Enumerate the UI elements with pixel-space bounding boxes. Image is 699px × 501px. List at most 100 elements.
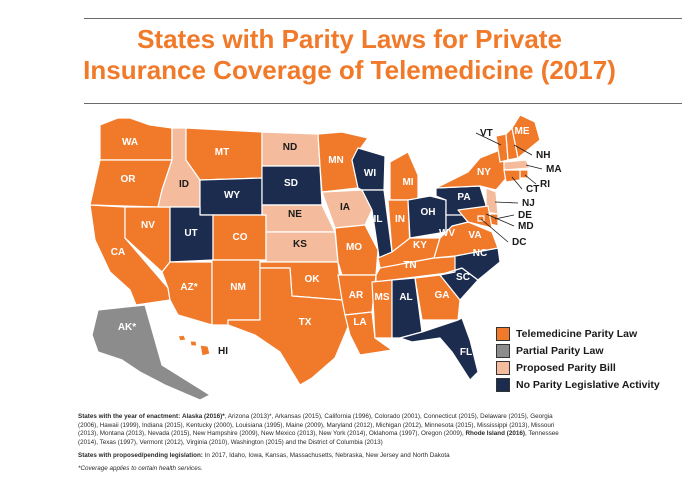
title-line-1: States with Parity Laws for Private xyxy=(137,24,562,54)
state-label-me: ME xyxy=(515,126,530,137)
state-label-mo: MO xyxy=(346,242,362,253)
state-ak xyxy=(91,304,211,401)
state-label-nh: NH xyxy=(536,150,550,161)
proposed-note: States with proposed/pending legislation… xyxy=(78,452,573,461)
state-ma xyxy=(503,159,531,171)
proposed-heading: States with proposed/pending legislation… xyxy=(78,451,203,459)
state-label-tn: TN xyxy=(403,260,416,271)
enactment-ri: Rhode Island (2016) xyxy=(465,430,525,438)
state-label-mt: MT xyxy=(215,147,229,158)
state-label-vt: VT xyxy=(480,128,493,139)
state-label-nj: NJ xyxy=(522,198,535,209)
legend-label-partial: Partial Parity Law xyxy=(516,344,604,357)
map-title: States with Parity Laws for Private Insu… xyxy=(0,24,699,86)
state-label-ma: MA xyxy=(546,164,562,175)
state-label-ms: MS xyxy=(375,292,390,303)
state-label-ok: OK xyxy=(305,274,321,285)
state-label-al: AL xyxy=(399,292,412,303)
state-label-oh: OH xyxy=(421,207,436,218)
enactment-note: States with the year of enactment: Alask… xyxy=(78,413,573,448)
state-mi xyxy=(389,151,419,201)
leader-line-ct xyxy=(511,176,523,190)
legend-item-none: No Parity Legislative Activity xyxy=(496,376,660,393)
state-label-ri: RI xyxy=(540,179,550,190)
state-label-wv: WV xyxy=(439,228,455,239)
legend-swatch-none xyxy=(496,377,510,392)
legend-item-proposed: Proposed Parity Bill xyxy=(496,359,660,376)
enactment-heading: States with the year of enactment: xyxy=(78,413,181,420)
title-rule-bottom xyxy=(84,103,682,104)
state-label-mi: MI xyxy=(402,177,413,188)
state-label-ky: KY xyxy=(413,240,427,251)
leader-line-nh xyxy=(513,144,533,156)
leader-line-dc xyxy=(480,218,509,243)
leader-line-de xyxy=(494,214,515,220)
state-label-va: VA xyxy=(468,230,481,241)
leader-line-ri xyxy=(524,174,537,185)
legend-swatch-proposed xyxy=(496,360,510,375)
state-label-nd: ND xyxy=(283,142,297,153)
leader-line-vt xyxy=(475,132,502,146)
state-label-fl: FL xyxy=(460,347,472,358)
state-label-dc: DC xyxy=(512,237,526,248)
leader-line-md xyxy=(485,213,515,227)
state-label-ar: AR xyxy=(349,290,364,301)
proposed-text: In 2017, Idaho, Iowa, Kansas, Massachuse… xyxy=(202,451,450,459)
state-label-ca: CA xyxy=(111,247,125,258)
state-label-mn: MN xyxy=(328,155,344,166)
state-label-nv: NV xyxy=(141,220,155,231)
state-ms xyxy=(371,279,393,339)
state-label-ia: IA xyxy=(340,202,350,213)
legend-swatch-parity xyxy=(496,326,510,341)
legend-item-partial: Partial Parity Law xyxy=(496,342,660,359)
state-label-ct: CT xyxy=(526,184,539,195)
state-label-in: IN xyxy=(395,214,405,225)
state-dc xyxy=(477,215,485,222)
state-label-ga: GA xyxy=(435,290,450,301)
state-label-id: ID xyxy=(179,179,189,190)
notes: States with the year of enactment: Alask… xyxy=(78,413,573,477)
legend-label-proposed: Proposed Parity Bill xyxy=(516,361,616,374)
state-label-tx: TX xyxy=(299,317,312,328)
state-la xyxy=(344,311,393,356)
legend-swatch-partial xyxy=(496,343,510,358)
leader-line-ma xyxy=(525,164,543,170)
title-line-2: Insurance Coverage of Telemedicine (2017… xyxy=(83,55,616,85)
legend: Telemedicine Parity Law Partial Parity L… xyxy=(496,325,660,393)
state-label-la: LA xyxy=(353,317,366,328)
state-label-wy: WY xyxy=(224,190,240,201)
title-rule-top xyxy=(84,18,682,19)
state-label-ny: NY xyxy=(477,167,491,178)
enactment-tail: , Tennessee (2014), Texas (1997), Vermon… xyxy=(78,430,559,447)
state-label-pa: PA xyxy=(457,192,470,203)
state-label-wi: WI xyxy=(364,168,376,179)
state-tx xyxy=(227,267,351,386)
state-fl xyxy=(399,317,479,381)
state-label-md: MD xyxy=(518,221,534,232)
state-label-or: OR xyxy=(121,174,137,185)
leader-line-nj xyxy=(494,201,519,204)
state-label-hi: HI xyxy=(218,346,228,357)
legend-label-parity: Telemedicine Parity Law xyxy=(516,327,638,340)
us-map: WA OR CA NV ID MT WY UT AZ* CO NM ND SD NE KS OK TX MN IA M… xyxy=(89,114,562,401)
state-label-ak: AK* xyxy=(118,322,136,333)
state-label-nm: NM xyxy=(230,282,246,293)
state-label-ks: KS xyxy=(293,239,307,250)
state-label-ne: NE xyxy=(288,209,302,220)
state-label-co: CO xyxy=(233,232,248,243)
state-label-sc: SC xyxy=(456,272,470,283)
state-label-nc: NC xyxy=(473,248,487,259)
state-label-il: IL xyxy=(374,214,383,225)
enactment-text: , Arizona (2013)*, Arkansas (2015), Cali… xyxy=(78,413,555,438)
legend-item-parity: Telemedicine Parity Law xyxy=(496,325,660,342)
state-label-sd: SD xyxy=(284,178,298,189)
state-ia xyxy=(321,189,373,229)
state-label-wa: WA xyxy=(122,137,138,148)
state-hi xyxy=(177,334,211,357)
enactment-lead: Alaska (2016)* xyxy=(181,413,225,420)
state-me xyxy=(511,114,541,159)
state-ct xyxy=(503,169,521,183)
legend-label-none: No Parity Legislative Activity xyxy=(516,378,660,391)
state-az xyxy=(161,261,213,326)
state-ny xyxy=(435,149,509,191)
